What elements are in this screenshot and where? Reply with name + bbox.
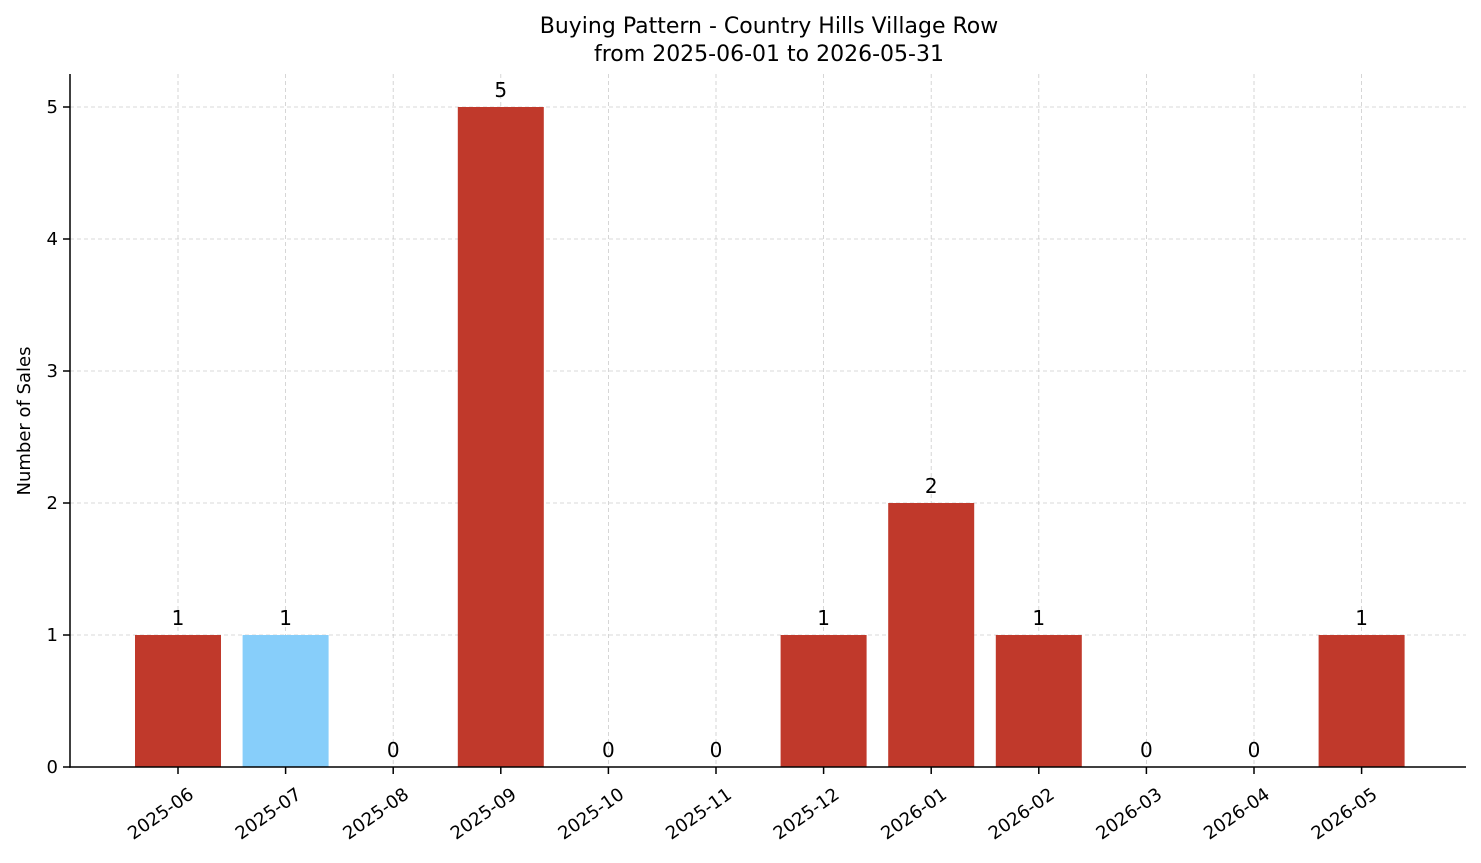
- x-tick-label-2025-11: 2025-11: [662, 784, 736, 844]
- value-label-2026-02: 1: [1032, 606, 1045, 630]
- bar-2025-09: [457, 107, 544, 767]
- value-label-2026-01: 2: [925, 474, 938, 498]
- value-label-2026-03: 0: [1140, 738, 1153, 762]
- bar-2026-01: [888, 503, 975, 767]
- x-tick-label-2026-02: 2026-02: [985, 784, 1059, 844]
- x-tick-label-2025-12: 2025-12: [770, 784, 844, 844]
- axes-layer: [69, 74, 1466, 768]
- chart-title: Buying Pattern - Country Hills Village R…: [540, 14, 999, 39]
- x-tick-label-2025-06: 2025-06: [124, 784, 198, 844]
- y-ticks-layer: 0 1 2 3 4 5: [47, 97, 70, 778]
- value-label-2026-05: 1: [1355, 606, 1368, 630]
- bar-2026-05: [1318, 635, 1405, 767]
- bar-2026-02: [995, 635, 1082, 767]
- x-tick-label-2025-07: 2025-07: [232, 784, 306, 844]
- bar-2025-06: [135, 635, 221, 767]
- x-tick-label-2026-03: 2026-03: [1092, 784, 1166, 844]
- x-tick-label-2025-08: 2025-08: [339, 784, 413, 844]
- chart-title-group: Buying Pattern - Country Hills Village R…: [540, 14, 999, 67]
- x-tick-label-2026-04: 2026-04: [1200, 784, 1274, 844]
- value-label-2026-04: 0: [1248, 738, 1261, 762]
- y-tick-label-5: 5: [47, 97, 58, 118]
- x-ticks-layer: 2025-06 2025-07 2025-08 2025-09 2025-10 2025-…: [124, 767, 1381, 844]
- bars-layer: [135, 107, 1405, 767]
- x-tick-label-2025-10: 2025-10: [554, 784, 628, 844]
- value-label-2025-08: 0: [387, 738, 400, 762]
- y-tick-label-0: 0: [47, 757, 58, 778]
- x-tick-label-2026-05: 2026-05: [1308, 784, 1382, 844]
- chart-subtitle: from 2025-06-01 to 2026-05-31: [594, 42, 944, 67]
- value-label-2025-06: 1: [172, 606, 185, 630]
- bar-2025-07: [242, 635, 329, 767]
- y-tick-label-2: 2: [47, 493, 58, 514]
- value-label-2025-09: 5: [494, 78, 507, 102]
- value-label-2025-11: 0: [710, 738, 723, 762]
- value-label-2025-12: 1: [817, 606, 830, 630]
- y-tick-label-1: 1: [47, 625, 58, 646]
- value-label-2025-07: 1: [279, 606, 292, 630]
- y-tick-label-3: 3: [47, 361, 58, 382]
- y-axis-label: Number of Sales: [14, 346, 35, 495]
- x-tick-label-2025-09: 2025-09: [447, 784, 521, 844]
- bar-2025-12: [780, 635, 867, 767]
- x-tick-label-2026-01: 2026-01: [877, 784, 951, 844]
- value-label-2025-10: 0: [602, 738, 615, 762]
- y-tick-label-4: 4: [47, 229, 58, 250]
